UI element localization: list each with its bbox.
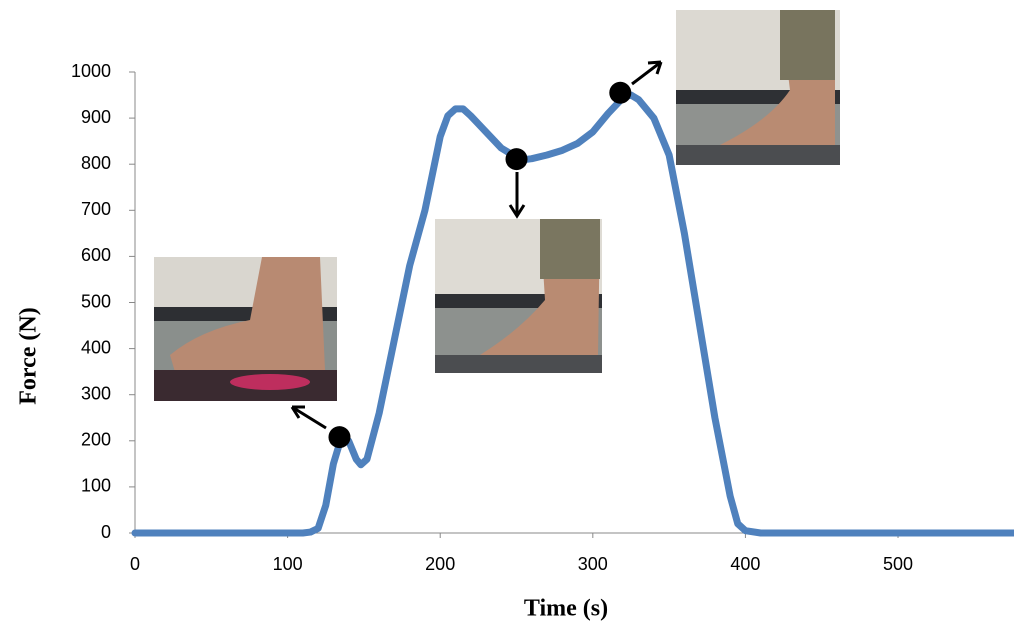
y-tick-label: 400 — [81, 337, 111, 357]
photo-inset — [154, 257, 337, 401]
y-tick-label: 200 — [81, 430, 111, 450]
photo-inset — [676, 10, 840, 165]
x-tick-label: 500 — [883, 554, 913, 574]
x-tick-label: 100 — [273, 554, 303, 574]
y-tick-label: 700 — [81, 199, 111, 219]
y-tick-label: 500 — [81, 291, 111, 311]
x-tick-label: 300 — [578, 554, 608, 574]
photo-inset — [435, 219, 602, 373]
y-tick-label: 0 — [101, 522, 111, 542]
highlight-point — [328, 426, 350, 448]
x-tick-label: 200 — [425, 554, 455, 574]
page: {"chart_data": {"type": "line", "x_label… — [0, 0, 1014, 626]
chart: Force (N) Time (s) 0 100 200 300 400 500 600 70… — [0, 0, 1014, 626]
highlight-point — [506, 148, 528, 170]
x-axis-title: Time (s) — [524, 596, 608, 622]
y-tick-label: 300 — [81, 383, 111, 403]
y-tick-label: 900 — [81, 107, 111, 127]
y-tick-label: 600 — [81, 245, 111, 265]
x-tick-label: 400 — [730, 554, 760, 574]
y-axis-title: Force (N) — [16, 307, 42, 405]
y-tick-label: 1000 — [71, 61, 111, 81]
y-tick-label: 800 — [81, 153, 111, 173]
y-tick-label: 100 — [81, 476, 111, 496]
highlight-point — [609, 82, 631, 104]
x-tick-label: 0 — [130, 554, 140, 574]
